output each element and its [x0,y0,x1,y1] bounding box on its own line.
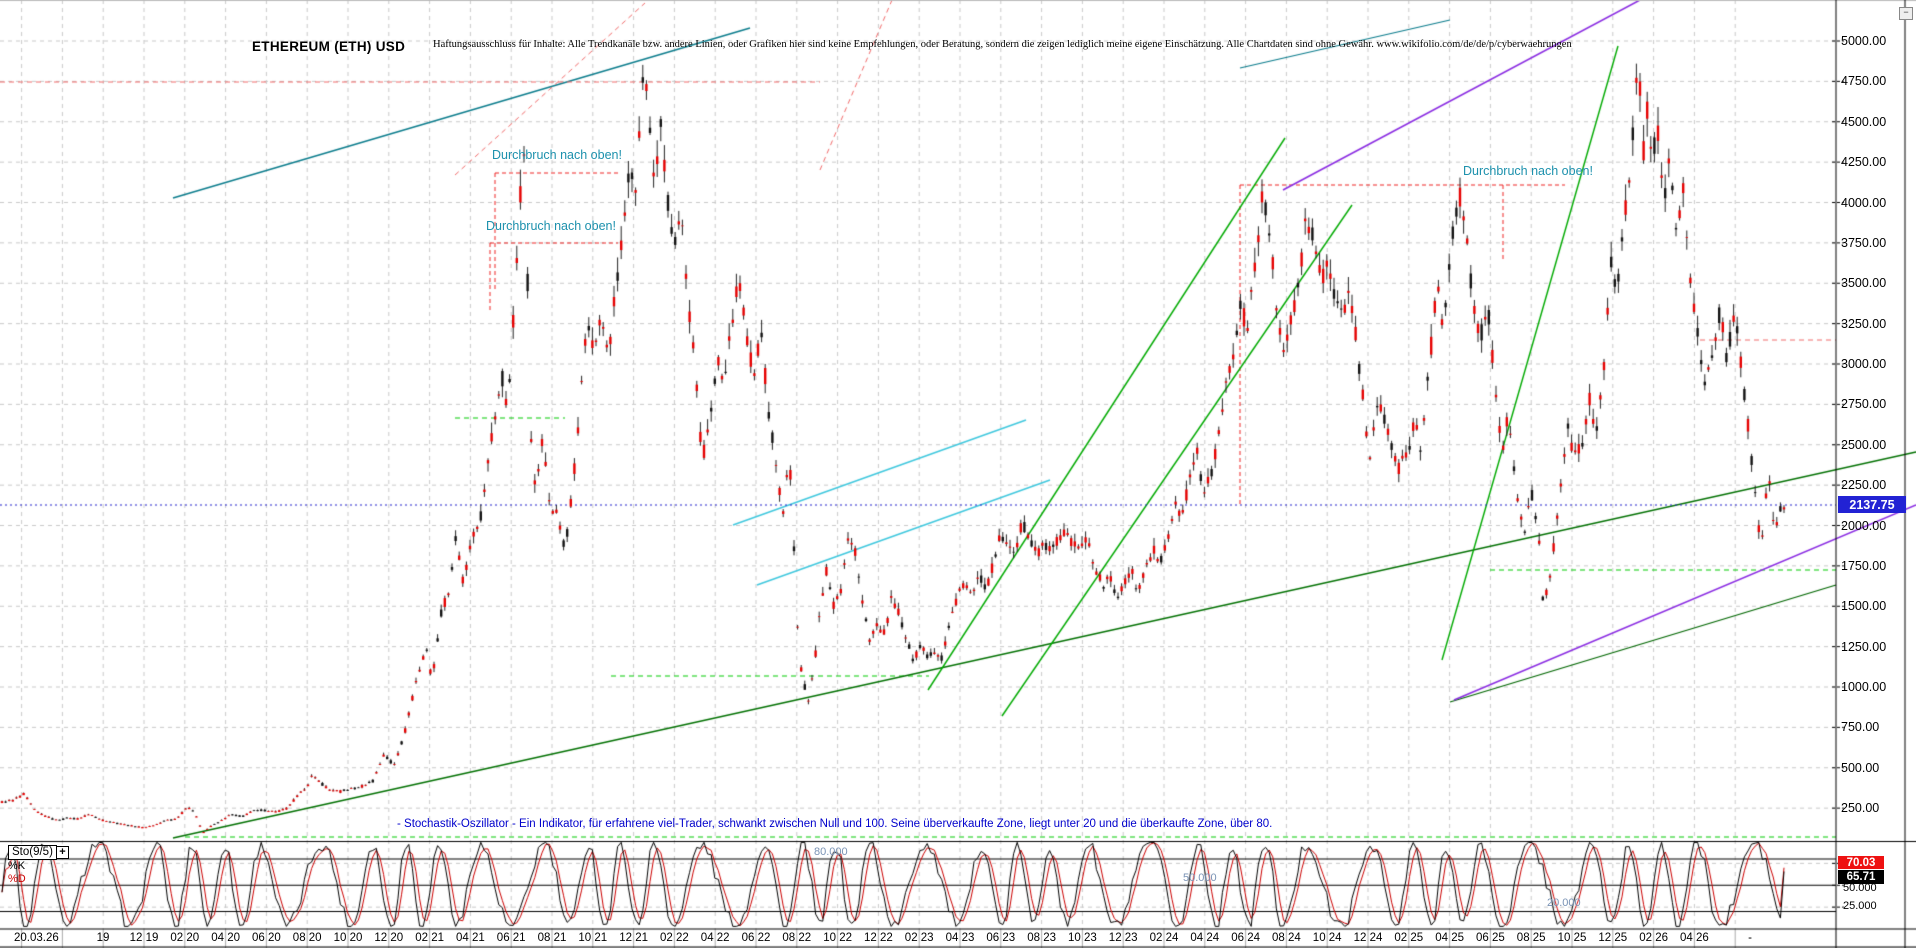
price-axis-label: 4000.00 [1841,195,1887,210]
date-axis-label: 06 25 [1476,932,1505,944]
disclaimer-text: Haftungsausschluss für Inhalte: Alle Tre… [433,39,1572,50]
price-axis-label: 2500.00 [1841,437,1887,452]
osc-axis-25-label: 25.000 [1843,900,1877,912]
date-axis-label: 12 23 [1108,932,1138,944]
date-axis-label: 08 23 [1027,932,1056,944]
price-axis-label: 250.00 [1841,801,1880,816]
price-axis-label: 1250.00 [1841,639,1887,654]
osc-k-value-badge: 65.71 [1838,870,1884,884]
price-axis-label: 3000.00 [1841,357,1887,371]
percent-k-label: %K [8,860,26,872]
date-axis-label: 02 21 [415,932,444,944]
price-axis-label: 2750.00 [1841,397,1887,412]
page-title: ETHEREUM (ETH) USD [252,39,406,54]
osc-level-50-label: 50.000 [1183,872,1217,884]
date-axis-label: 02 22 [660,932,689,944]
date-axis-label: 12 22 [864,932,893,944]
date-axis-label: 12 21 [619,932,648,944]
price-axis-label: 1000.00 [1841,680,1887,694]
osc-level-20-label: 20.000 [1547,897,1581,909]
date-axis-label: 12 20 [374,932,404,944]
date-axis-label: 04 20 [211,932,240,944]
date-axis-label: 02 20 [170,932,200,944]
date-axis-label: 08 22 [782,932,812,944]
current-price-badge: 2137.75 [1838,496,1906,513]
date-axis-label: 04 25 [1435,932,1464,944]
date-axis-label: 12 19 [129,932,159,944]
date-axis-label: 06 23 [986,932,1016,944]
date-axis-label: 10 22 [823,932,852,944]
price-axis-label: 4250.00 [1841,155,1887,170]
price-axis-label: 3500.00 [1841,276,1887,291]
date-axis-label: 04 24 [1190,932,1220,944]
date-axis-label: 08 24 [1272,932,1301,944]
collapse-panel-button[interactable]: − [1899,7,1913,20]
date-axis-label: 19 [96,932,110,944]
breakout-annotation-3: Durchbruch nach oben! [1463,164,1593,178]
oscillator-expand-button[interactable]: + [56,846,69,859]
date-axis-label: 02 26 [1639,932,1668,944]
date-axis-label: 04 21 [456,932,485,944]
date-axis-label: 08 25 [1516,932,1546,944]
date-axis-label: 02 23 [904,932,934,944]
date-axis-label: 08 20 [292,932,322,944]
breakout-annotation-1: Durchbruch nach oben! [492,148,622,162]
date-axis-label: 12 25 [1598,932,1628,944]
price-axis-label: 3750.00 [1841,235,1887,250]
date-axis-label: 06 22 [741,932,771,944]
price-axis-label: 2000.00 [1841,518,1887,533]
osc-level-80-label: 80.000 [814,846,848,858]
price-axis-label: 4500.00 [1841,114,1887,129]
date-axis-label: - [1748,932,1752,944]
date-axis-label: 10 23 [1068,932,1097,944]
price-axis-label: 3250.00 [1841,316,1887,331]
price-axis-label: 4750.00 [1841,74,1887,89]
date-axis-label: 02 25 [1394,932,1424,944]
price-axis-label: 750.00 [1841,720,1880,735]
price-axis-label: 1500.00 [1841,599,1887,614]
date-axis-label: 10 20 [333,932,363,944]
breakout-annotation-2: Durchbruch nach oben! [486,219,616,233]
date-axis-label: 10 24 [1312,932,1342,944]
price-axis-label: 2250.00 [1841,478,1887,493]
date-axis-label: 08 21 [537,932,567,944]
date-axis-label: 20.03.26 [14,932,59,944]
date-axis-label: 10 25 [1557,932,1587,944]
price-axis-label: 1750.00 [1841,558,1887,573]
date-axis-label: 04 26 [1680,932,1709,944]
date-axis-label: 06 24 [1231,932,1260,944]
date-axis-label: 06 20 [252,932,281,944]
date-axis-label: 04 22 [700,932,730,944]
date-axis-label: 02 24 [1149,932,1179,944]
osc-d-value-badge: 70.03 [1838,856,1884,869]
date-axis-label: 10 21 [578,932,608,944]
stochastic-description: - Stochastik-Oszillator - Ein Indikator,… [397,818,1273,830]
oscillator-name-box[interactable]: Sto(9/5) [8,845,57,860]
price-axis-label: 5000.00 [1841,34,1887,48]
percent-d-label: %D [8,873,26,885]
price-axis-label: 500.00 [1841,760,1880,775]
date-axis-label: 12 24 [1353,932,1383,944]
date-axis-label: 04 23 [945,932,975,944]
date-axis-label: 06 21 [496,932,526,944]
osc-axis-50-label: 50.000 [1843,882,1877,894]
